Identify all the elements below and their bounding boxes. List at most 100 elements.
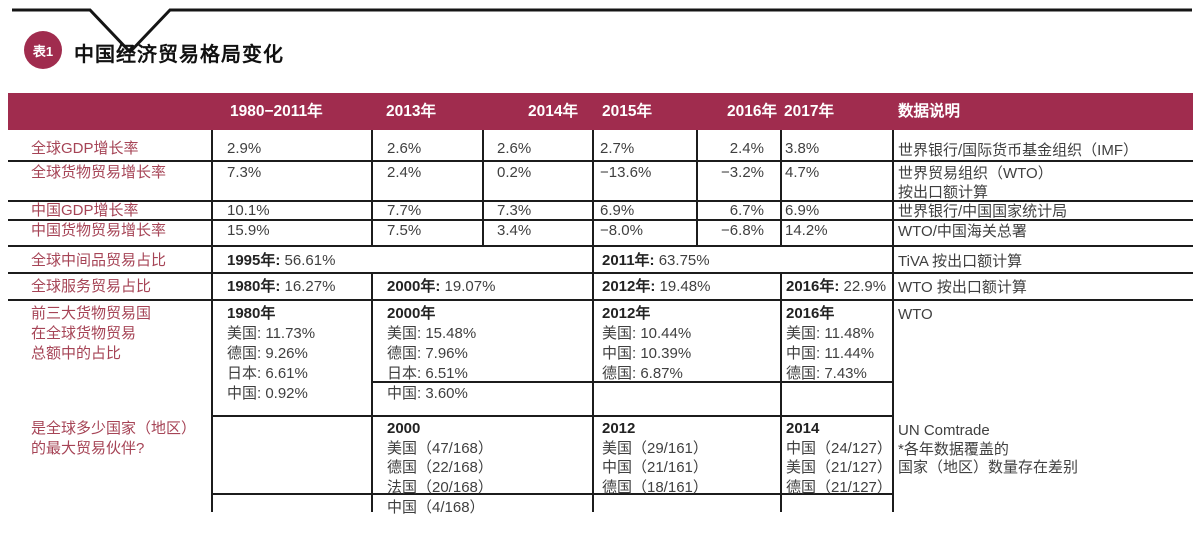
row-label-top3-trading-nations: 前三大货物贸易国 在全球货物贸易 总额中的占比 xyxy=(31,305,152,362)
share-value: 22.9% xyxy=(843,278,887,295)
value-cell: −6.8% xyxy=(721,222,764,239)
grid-line xyxy=(372,381,892,383)
value-cell: −13.6% xyxy=(600,164,652,181)
value-cell: 2.4% xyxy=(729,140,764,157)
value-cell: 2.4% xyxy=(387,164,422,181)
grid-line xyxy=(696,130,698,245)
year-label: 2011年: xyxy=(602,252,655,269)
year-label: 2000 xyxy=(387,420,421,437)
note-cell: WTO 按出口额计算 xyxy=(898,279,1027,296)
grid-line xyxy=(371,130,373,245)
value-cell: 3.8% xyxy=(785,140,820,157)
value-cell: 2.6% xyxy=(387,140,422,157)
col-header-2014: 2014年 xyxy=(528,103,578,120)
row-label-global-goods-trade-growth: 全球货物贸易增长率 xyxy=(31,164,167,181)
col-header-2017: 2017年 xyxy=(784,103,834,120)
row-label-china-gdp-growth: 中国GDP增长率 xyxy=(31,202,139,219)
country-shares: 美国: 15.48% 德国: 7.96% 日本: 6.51% 中国: 3.60% xyxy=(387,325,477,402)
country-shares: 美国: 11.48% 中国: 11.44% 德国: 7.43% xyxy=(786,325,875,382)
table-title: 中国经济贸易格局变化 xyxy=(74,44,284,66)
grid-line xyxy=(780,272,782,512)
row-label-global-gdp-growth: 全球GDP增长率 xyxy=(31,140,139,157)
partner-counts: 美国（29/161） 中国（21/161） 德国（18/161） xyxy=(602,439,708,497)
value-cell: 10.1% xyxy=(227,202,270,219)
value-cell: 2000年: 19.07% xyxy=(387,277,495,297)
note-cell: WTO xyxy=(898,306,933,323)
year-label: 2012年 xyxy=(602,305,651,322)
year-label: 2016年: xyxy=(786,278,840,295)
value-cell: 2016年: 22.9% xyxy=(786,277,886,297)
top3-block-2012: 2012年美国: 10.44% 中国: 10.39% 德国: 6.87% xyxy=(602,304,691,384)
value-cell: −8.0% xyxy=(600,222,643,239)
grid-line xyxy=(482,130,484,245)
partners-block-2014: 2014 中国（24/127） 美国（21/127） 德国（21/127） xyxy=(786,419,892,498)
value-cell: 1980年: 16.27% xyxy=(227,277,335,297)
year-label: 2000年: xyxy=(387,278,441,295)
value-cell: 7.7% xyxy=(387,202,422,219)
value-cell: 7.5% xyxy=(387,222,422,239)
year-label: 1980年: xyxy=(227,278,281,295)
value-cell: 6.9% xyxy=(600,202,635,219)
value-cell: 2.9% xyxy=(227,140,262,157)
grid-line xyxy=(8,245,1193,247)
share-value: 16.27% xyxy=(284,278,336,295)
value-cell: 2012年: 19.48% xyxy=(602,277,710,297)
table-header-bar xyxy=(8,93,1193,130)
year-label: 1980年 xyxy=(227,305,276,322)
row-label-china-goods-trade-growth: 中国货物贸易增长率 xyxy=(31,222,167,239)
note-cell: TiVA 按出口额计算 xyxy=(898,253,1023,270)
grid-line xyxy=(780,130,782,245)
col-header-1980-2011: 1980−2011年 xyxy=(230,103,323,120)
value-cell: 0.2% xyxy=(497,164,532,181)
value-cell: 4.7% xyxy=(785,164,820,181)
grid-line xyxy=(8,299,1193,301)
table-number-badge: 表1 xyxy=(24,31,62,69)
col-header-2013: 2013年 xyxy=(386,103,436,120)
note-cell: UN Comtrade *各年数据覆盖的 国家（地区）数量存在差别 xyxy=(898,422,1079,476)
share-value: 19.07% xyxy=(444,278,496,295)
value-cell: 14.2% xyxy=(785,222,828,239)
value-cell: 6.9% xyxy=(785,202,820,219)
partner-counts: 美国（47/168） 德国（22/168） 法国（20/168） 中国（4/16… xyxy=(387,439,493,516)
row-label-intermediate-goods-share: 全球中间品贸易占比 xyxy=(31,252,167,269)
grid-line xyxy=(211,415,892,417)
top3-block-1980: 1980年美国: 11.73% 德国: 9.26% 日本: 6.61% 中国: … xyxy=(227,304,315,404)
col-header-2016: 2016年 xyxy=(727,103,777,120)
note-cell: 世界银行/国际货币基金组织（IMF） xyxy=(898,142,1138,159)
top-rule-decoration xyxy=(12,8,1192,55)
grid-line xyxy=(211,130,213,512)
year-label: 1995年: xyxy=(227,252,281,269)
col-header-2015: 2015年 xyxy=(602,103,652,120)
year-label: 2000年 xyxy=(387,305,436,322)
country-shares: 美国: 11.73% 德国: 9.26% 日本: 6.61% 中国: 0.92% xyxy=(227,325,316,402)
top3-block-2000: 2000年美国: 15.48% 德国: 7.96% 日本: 6.51% 中国: … xyxy=(387,304,476,404)
grid-line xyxy=(8,219,1193,221)
value-cell: 2.7% xyxy=(600,140,635,157)
partners-block-2012: 2012 美国（29/161） 中国（21/161） 德国（18/161） xyxy=(602,419,708,498)
grid-line xyxy=(211,493,892,495)
year-label: 2012年: xyxy=(602,278,656,295)
value-cell: 15.9% xyxy=(227,222,270,239)
grid-line xyxy=(592,130,594,512)
note-cell: 世界贸易组织（WTO） 按出口额计算 xyxy=(898,165,1053,201)
value-cell: −3.2% xyxy=(721,164,764,181)
country-shares: 美国: 10.44% 中国: 10.39% 德国: 6.87% xyxy=(602,325,692,382)
value-cell: 3.4% xyxy=(497,222,532,239)
year-label: 2014 xyxy=(786,420,820,437)
year-label: 2012 xyxy=(602,420,636,437)
top3-block-2016: 2016年美国: 11.48% 中国: 11.44% 德国: 7.43% xyxy=(786,304,874,384)
value-cell: 7.3% xyxy=(497,202,532,219)
row-label-largest-trading-partner: 是全球多少国家（地区） 的最大贸易伙伴? xyxy=(31,420,197,457)
grid-line xyxy=(892,130,894,512)
value-cell: 7.3% xyxy=(227,164,262,181)
grid-line xyxy=(371,272,373,512)
value-cell: 2.6% xyxy=(497,140,532,157)
row-label-services-trade-share: 全球服务贸易占比 xyxy=(31,278,152,295)
col-header-notes: 数据说明 xyxy=(898,103,961,120)
year-label: 2016年 xyxy=(786,305,835,322)
value-cell: 2011年: 63.75% xyxy=(602,251,710,271)
grid-line xyxy=(8,272,1193,274)
value-cell: 6.7% xyxy=(729,202,764,219)
note-cell: WTO/中国海关总署 xyxy=(898,223,1027,240)
